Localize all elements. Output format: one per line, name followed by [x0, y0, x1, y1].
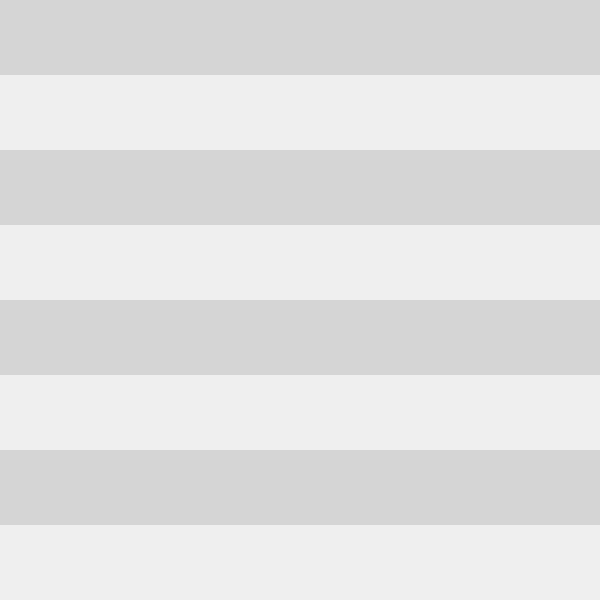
white-stripe	[0, 225, 600, 300]
gray-stripe	[0, 300, 600, 375]
gray-stripe	[0, 450, 600, 525]
white-stripe	[0, 525, 600, 600]
gray-stripe	[0, 150, 600, 225]
gray-stripe	[0, 0, 600, 75]
white-stripe	[0, 75, 600, 150]
white-stripe	[0, 375, 600, 450]
